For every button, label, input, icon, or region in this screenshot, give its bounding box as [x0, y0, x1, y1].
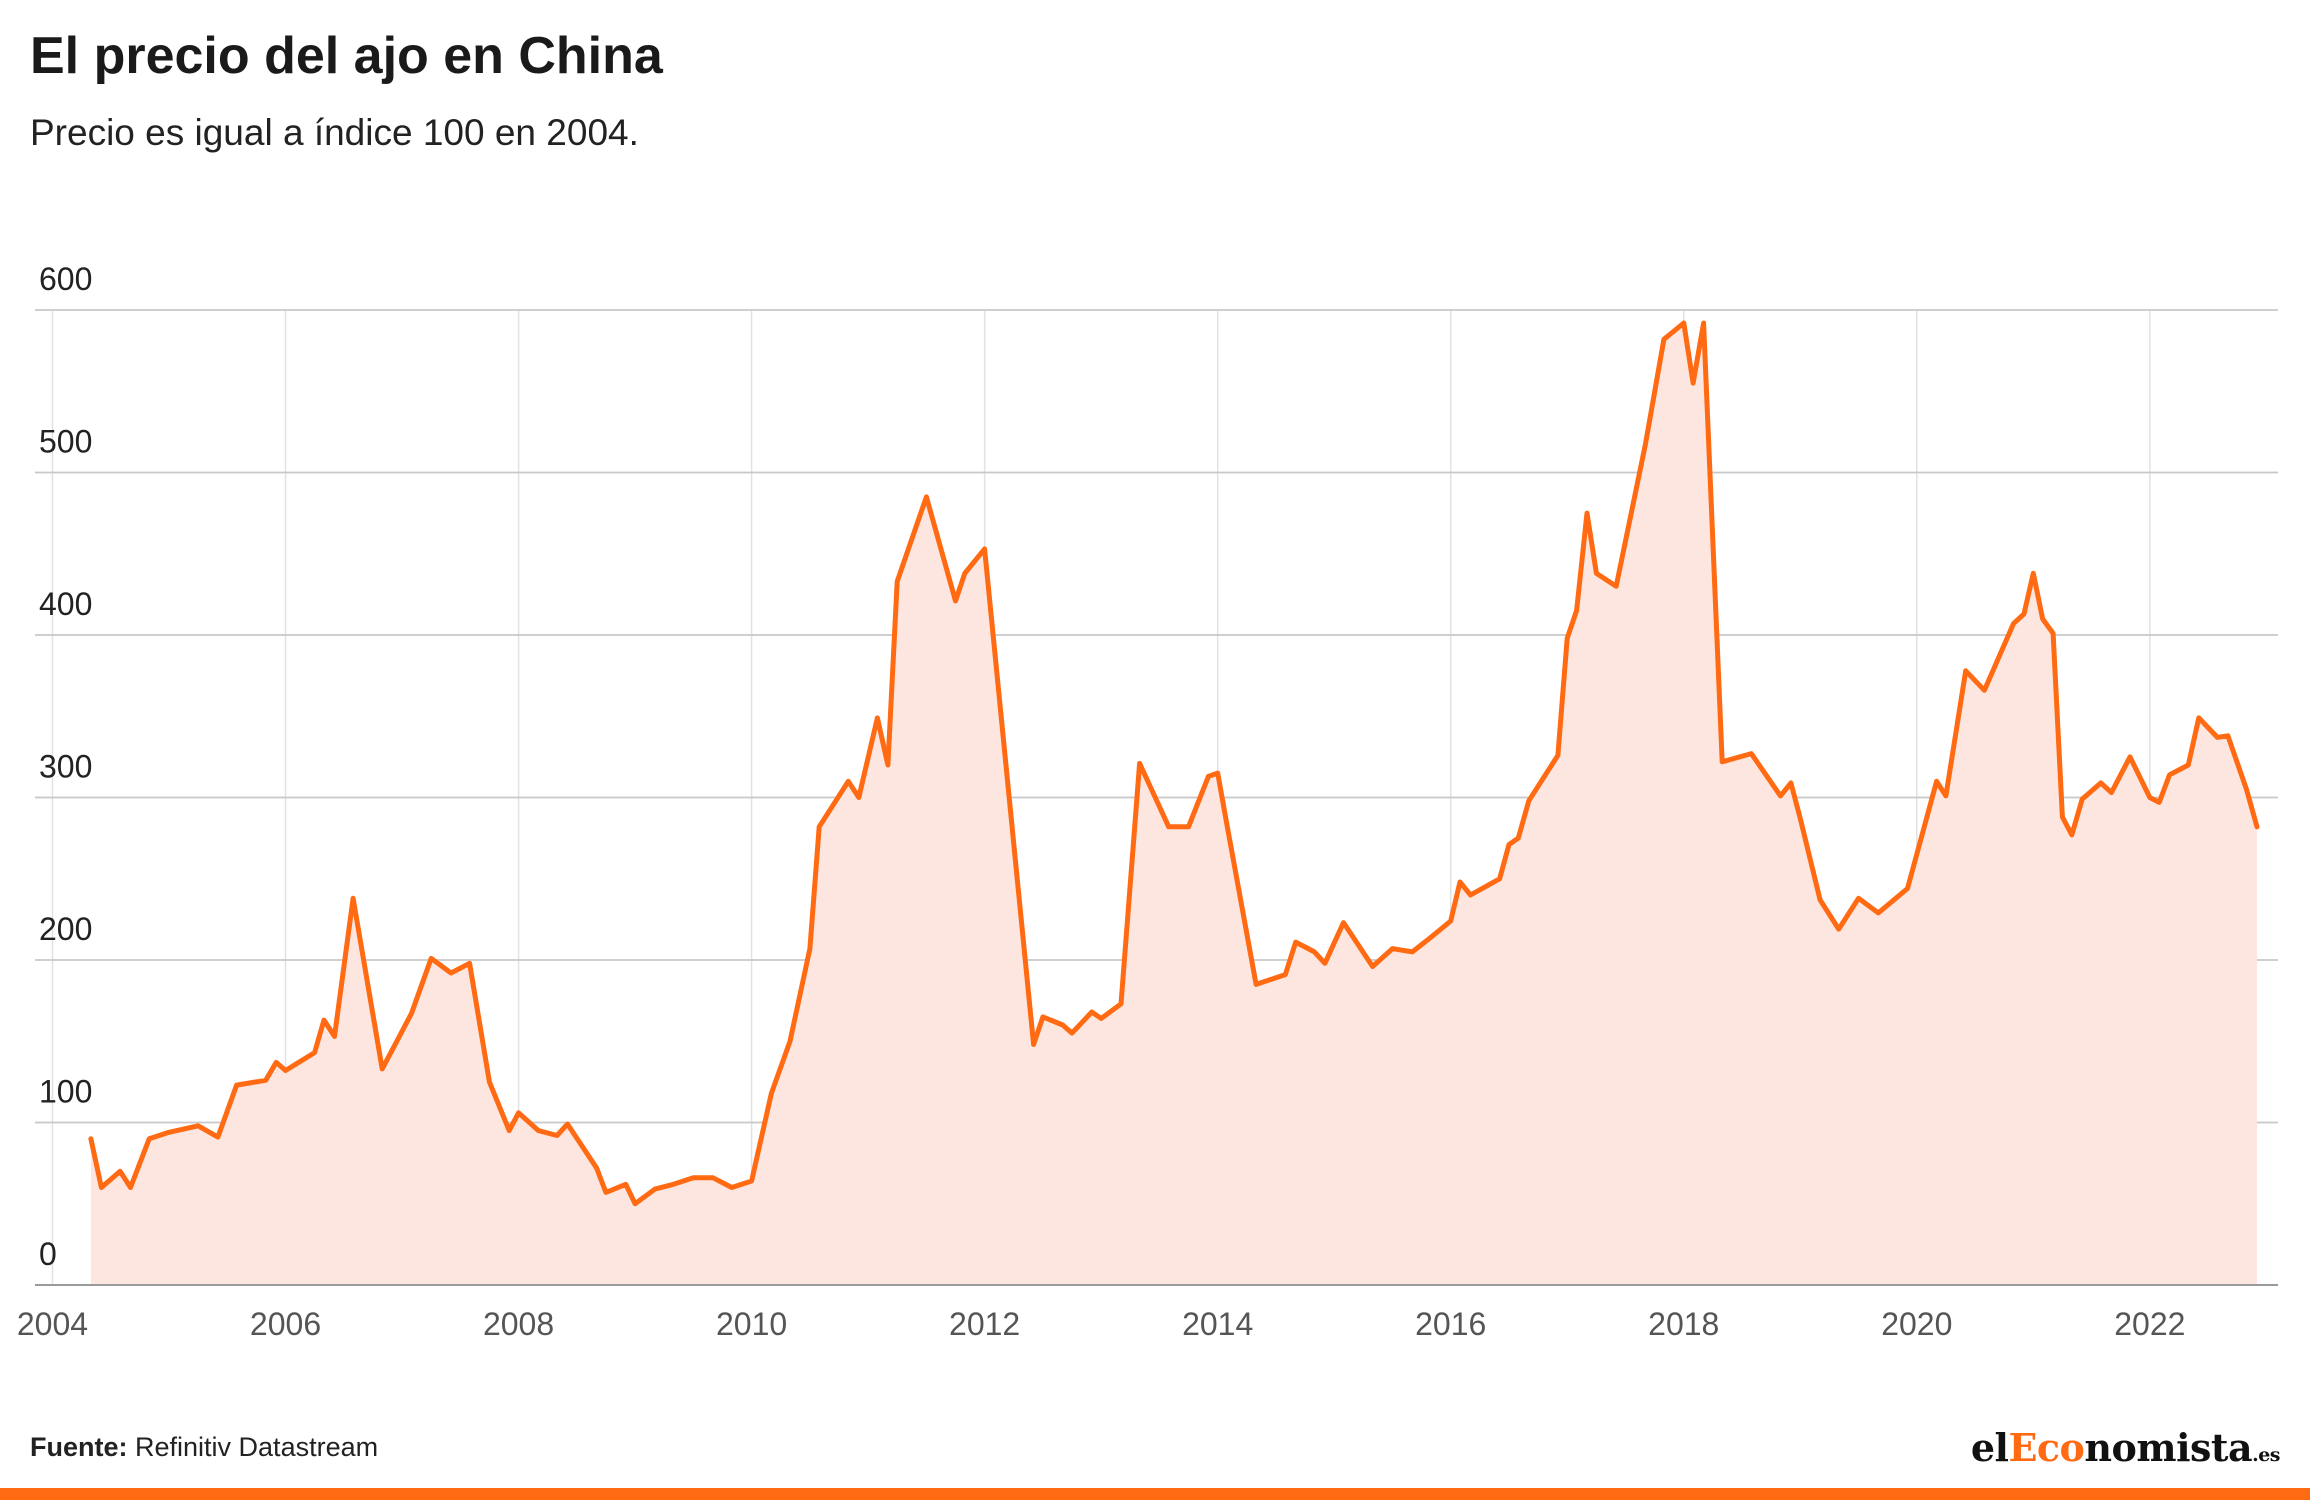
y-tick-label: 100	[39, 1074, 92, 1110]
y-tick-label: 300	[39, 749, 92, 785]
y-tick-label: 200	[39, 911, 92, 947]
source-label: Fuente:	[30, 1432, 128, 1462]
line-chart: 0 100 200 300 400 500 600 2004 2006 2008 2010 2012 2…	[17, 261, 2278, 1342]
series-area	[90, 323, 2258, 1285]
chart-subtitle: Precio es igual a índice 100 en 2004.	[30, 112, 639, 153]
y-tick-label: 500	[39, 424, 92, 460]
x-tick-label: 2016	[1415, 1306, 1486, 1342]
x-tick-label: 2022	[2114, 1306, 2185, 1342]
logo-part-nomista: nomista	[2084, 1425, 2253, 1470]
x-tick-label: 2014	[1182, 1306, 1253, 1342]
x-tick-label: 2020	[1881, 1306, 1952, 1342]
source-text: Refinitiv Datastream	[135, 1432, 379, 1462]
x-tick-label: 2008	[483, 1306, 554, 1342]
bottom-accent-bar	[0, 1488, 2310, 1500]
logo-part-tld: .es	[2252, 1444, 2280, 1466]
x-tick-label: 2004	[17, 1306, 88, 1342]
x-tick-label: 2018	[1648, 1306, 1719, 1342]
y-tick-label: 400	[39, 586, 92, 622]
chart-title: El precio del ajo en China	[30, 27, 663, 85]
x-tick-label: 2012	[949, 1306, 1020, 1342]
series-line	[88, 320, 2260, 1207]
x-tick-label: 2010	[716, 1306, 787, 1342]
logo-part-eco: Eco	[2008, 1425, 2085, 1470]
x-tick-label: 2006	[250, 1306, 321, 1342]
source-note: Fuente: Refinitiv Datastream	[30, 1432, 378, 1463]
y-tick-label: 600	[39, 261, 92, 297]
logo-part-el: el	[1970, 1425, 2009, 1470]
eleconomista-logo[interactable]: elEconomista.es	[1970, 1425, 2281, 1470]
y-tick-label: 0	[39, 1236, 57, 1272]
